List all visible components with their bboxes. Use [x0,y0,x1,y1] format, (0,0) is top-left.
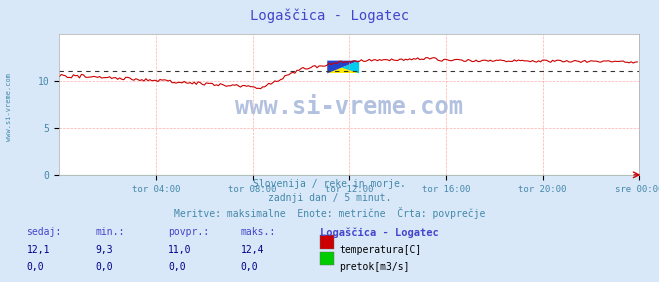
Polygon shape [341,61,359,73]
Text: min.:: min.: [96,227,125,237]
Text: pretok[m3/s]: pretok[m3/s] [339,262,410,272]
Text: temperatura[C]: temperatura[C] [339,245,422,255]
Text: zadnji dan / 5 minut.: zadnji dan / 5 minut. [268,193,391,203]
Text: www.si-vreme.com: www.si-vreme.com [5,73,12,141]
Text: 12,4: 12,4 [241,245,264,255]
Text: 0,0: 0,0 [241,262,258,272]
Text: 0,0: 0,0 [96,262,113,272]
Text: povpr.:: povpr.: [168,227,209,237]
Text: Logaščica - Logatec: Logaščica - Logatec [250,8,409,23]
Text: Meritve: maksimalne  Enote: metrične  Črta: povprečje: Meritve: maksimalne Enote: metrične Črta… [174,207,485,219]
Text: 0,0: 0,0 [168,262,186,272]
Text: Slovenija / reke in morje.: Slovenija / reke in morje. [253,179,406,189]
Polygon shape [328,61,359,73]
Text: 11,0: 11,0 [168,245,192,255]
Text: maks.:: maks.: [241,227,275,237]
Text: 0,0: 0,0 [26,262,44,272]
Text: www.si-vreme.com: www.si-vreme.com [235,95,463,119]
Text: Logaščica - Logatec: Logaščica - Logatec [320,227,438,237]
Text: 12,1: 12,1 [26,245,50,255]
Text: 9,3: 9,3 [96,245,113,255]
Polygon shape [328,61,359,73]
Text: sedaj:: sedaj: [26,227,61,237]
